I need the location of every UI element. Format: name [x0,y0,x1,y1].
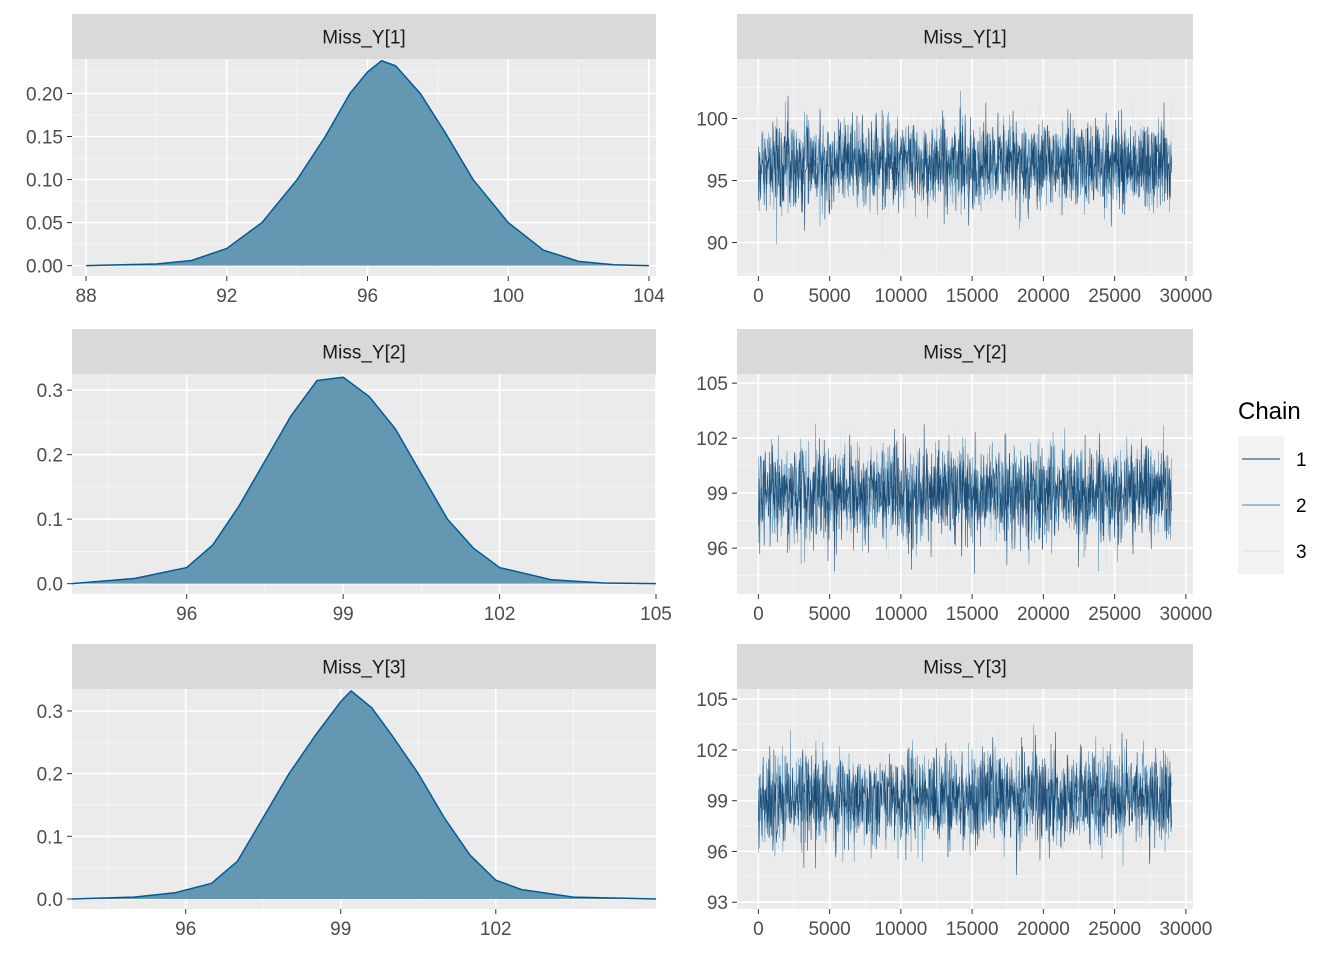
density-area [86,60,649,266]
y-tick-label: 0.2 [37,765,63,786]
y-tick-label: 0.1 [37,510,63,531]
y-tick-label: 0.15 [26,128,63,149]
y-tick-label: 99 [707,484,728,505]
strip-title: Miss_Y[1] [923,28,1006,49]
y-tick-label: 0.10 [26,171,63,192]
legend-title: Chain [1238,398,1301,425]
density-line [86,59,649,267]
density-panel-3: Miss_Y[3] 96 99 102 0.0 0.1 0.2 0.3 [37,644,656,940]
x-tick-label: 25000 [1088,286,1141,307]
strip-title: Miss_Y[2] [923,343,1006,364]
x-tick-label: 105 [640,604,672,625]
x-tick-label: 0 [753,604,764,625]
y-tick-label: 0.05 [26,214,63,235]
x-tick-label: 25000 [1088,919,1141,940]
y-tick-label: 105 [696,690,728,711]
strip-background [72,329,656,374]
x-tick-label: 10000 [874,919,927,940]
y-tick-label: 0.20 [26,84,63,105]
y-tick-label: 102 [696,429,728,450]
x-tick-label: 20000 [1017,604,1070,625]
x-tick-label: 20000 [1017,919,1070,940]
x-tick-label: 96 [176,604,197,625]
trace-panel-3: Miss_Y[3] 0 5000 10000 15000 20000 25000 30000 9… [696,644,1212,940]
x-tick-label: 100 [492,286,524,307]
y-tick-label: 96 [707,539,728,560]
x-tick-label: 5000 [808,919,850,940]
y-tick-label: 0.3 [37,381,63,402]
x-tick-label: 5000 [808,604,850,625]
trace-panel-2: Miss_Y[2] 0 5000 10000 15000 20000 25000 30000 9… [696,329,1212,625]
strip-title: Miss_Y[1] [322,28,405,49]
y-tick-label: 0.1 [37,827,63,848]
y-tick-label: 102 [696,741,728,762]
x-tick-label: 99 [330,919,351,940]
y-tick-label: 100 [696,110,728,131]
legend-label-chain-1: 1 [1296,450,1307,471]
legend-label-chain-2: 2 [1296,496,1307,517]
x-tick-label: 102 [484,604,516,625]
strip-background [72,14,656,59]
x-tick-label: 30000 [1159,604,1212,625]
strip-background [737,644,1193,689]
x-tick-label: 30000 [1159,286,1212,307]
x-tick-label: 88 [76,286,97,307]
y-tick-label: 95 [707,172,728,193]
x-tick-label: 102 [480,919,512,940]
x-tick-label: 104 [633,286,665,307]
y-tick-label: 0.00 [26,257,63,278]
x-tick-label: 0 [753,919,764,940]
density-panel-2: Miss_Y[2] 96 99 102 105 0.0 0.1 0.2 0.3 [37,329,672,625]
strip-title: Miss_Y[3] [923,658,1006,679]
strip-background [72,644,656,689]
chain-legend: Chain 1 2 3 [1238,398,1307,574]
x-tick-label: 99 [333,604,354,625]
x-tick-label: 96 [357,286,378,307]
x-tick-label: 25000 [1088,604,1141,625]
x-tick-label: 96 [175,919,196,940]
x-tick-label: 15000 [946,919,999,940]
trace-panel-1: Miss_Y[1] 0 5000 10000 15000 20000 25000 30000 9… [696,14,1212,307]
y-tick-label: 0.3 [37,702,63,723]
trace-line-chain-1 [758,732,1172,876]
y-tick-label: 0.0 [37,575,63,596]
y-tick-label: 105 [696,374,728,395]
x-tick-label: 15000 [946,286,999,307]
density-line [72,376,656,585]
y-tick-label: 0.2 [37,446,63,467]
trace-line-chain-1 [758,424,1172,574]
trace-line-chain-1 [758,95,1172,231]
x-tick-label: 10000 [874,286,927,307]
x-tick-label: 0 [753,286,764,307]
density-line [72,690,656,900]
legend-label-chain-3: 3 [1296,542,1307,563]
y-tick-label: 0.0 [37,890,63,911]
strip-background [737,329,1193,374]
y-tick-label: 99 [707,792,728,813]
y-tick-label: 96 [707,842,728,863]
x-tick-label: 20000 [1017,286,1070,307]
density-area [72,377,656,584]
y-tick-label: 90 [707,234,728,255]
strip-title: Miss_Y[2] [322,343,405,364]
density-panel-1: Miss_Y[1] 88 92 96 100 104 0.00 0.05 0.10 0.15 0.2… [26,14,665,307]
density-area [72,690,656,899]
x-tick-label: 10000 [874,604,927,625]
strip-title: Miss_Y[3] [322,658,405,679]
y-tick-label: 93 [707,893,728,914]
x-tick-label: 5000 [808,286,850,307]
x-tick-label: 92 [216,286,237,307]
x-tick-label: 15000 [946,604,999,625]
strip-background [737,14,1193,59]
x-tick-label: 30000 [1159,919,1212,940]
